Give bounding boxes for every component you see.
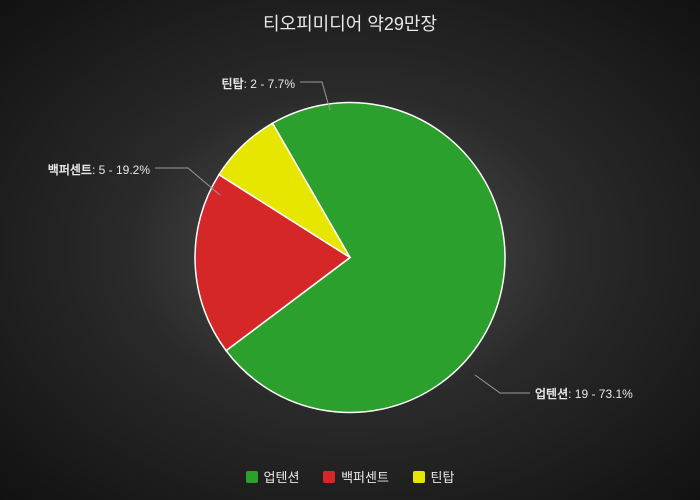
legend-item: 백퍼센트 [323,467,389,486]
legend-item: 업텐션 [246,467,300,486]
legend-swatch [323,471,335,483]
slice-label-value: : 19 - 73.1% [568,387,633,401]
legend-label: 백퍼센트 [341,467,389,486]
slice-label-name: 업텐션 [535,387,568,401]
chart-container: 티오피미디어 약29만장 업텐션: 19 - 73.1% 백퍼센트: 5 - 1… [0,0,700,500]
slice-label-name: 백퍼센트 [48,163,92,177]
legend: 업텐션 백퍼센트 틴탑 [0,467,700,486]
slice-label-value: : 2 - 7.7% [244,77,295,91]
pie-svg [190,98,510,418]
legend-label: 틴탑 [431,467,455,486]
slice-label-value: : 5 - 19.2% [92,163,150,177]
slice-label-baekpercent: 백퍼센트: 5 - 19.2% [48,161,150,178]
legend-swatch [413,471,425,483]
pie-chart [190,98,510,423]
legend-label: 업텐션 [264,467,300,486]
slice-label-uptension: 업텐션: 19 - 73.1% [535,385,633,402]
slice-label-teentop: 틴탑: 2 - 7.7% [222,75,295,92]
chart-title: 티오피미디어 약29만장 [0,10,700,36]
slice-label-name: 틴탑 [222,77,244,91]
legend-item: 틴탑 [413,467,455,486]
legend-swatch [246,471,258,483]
